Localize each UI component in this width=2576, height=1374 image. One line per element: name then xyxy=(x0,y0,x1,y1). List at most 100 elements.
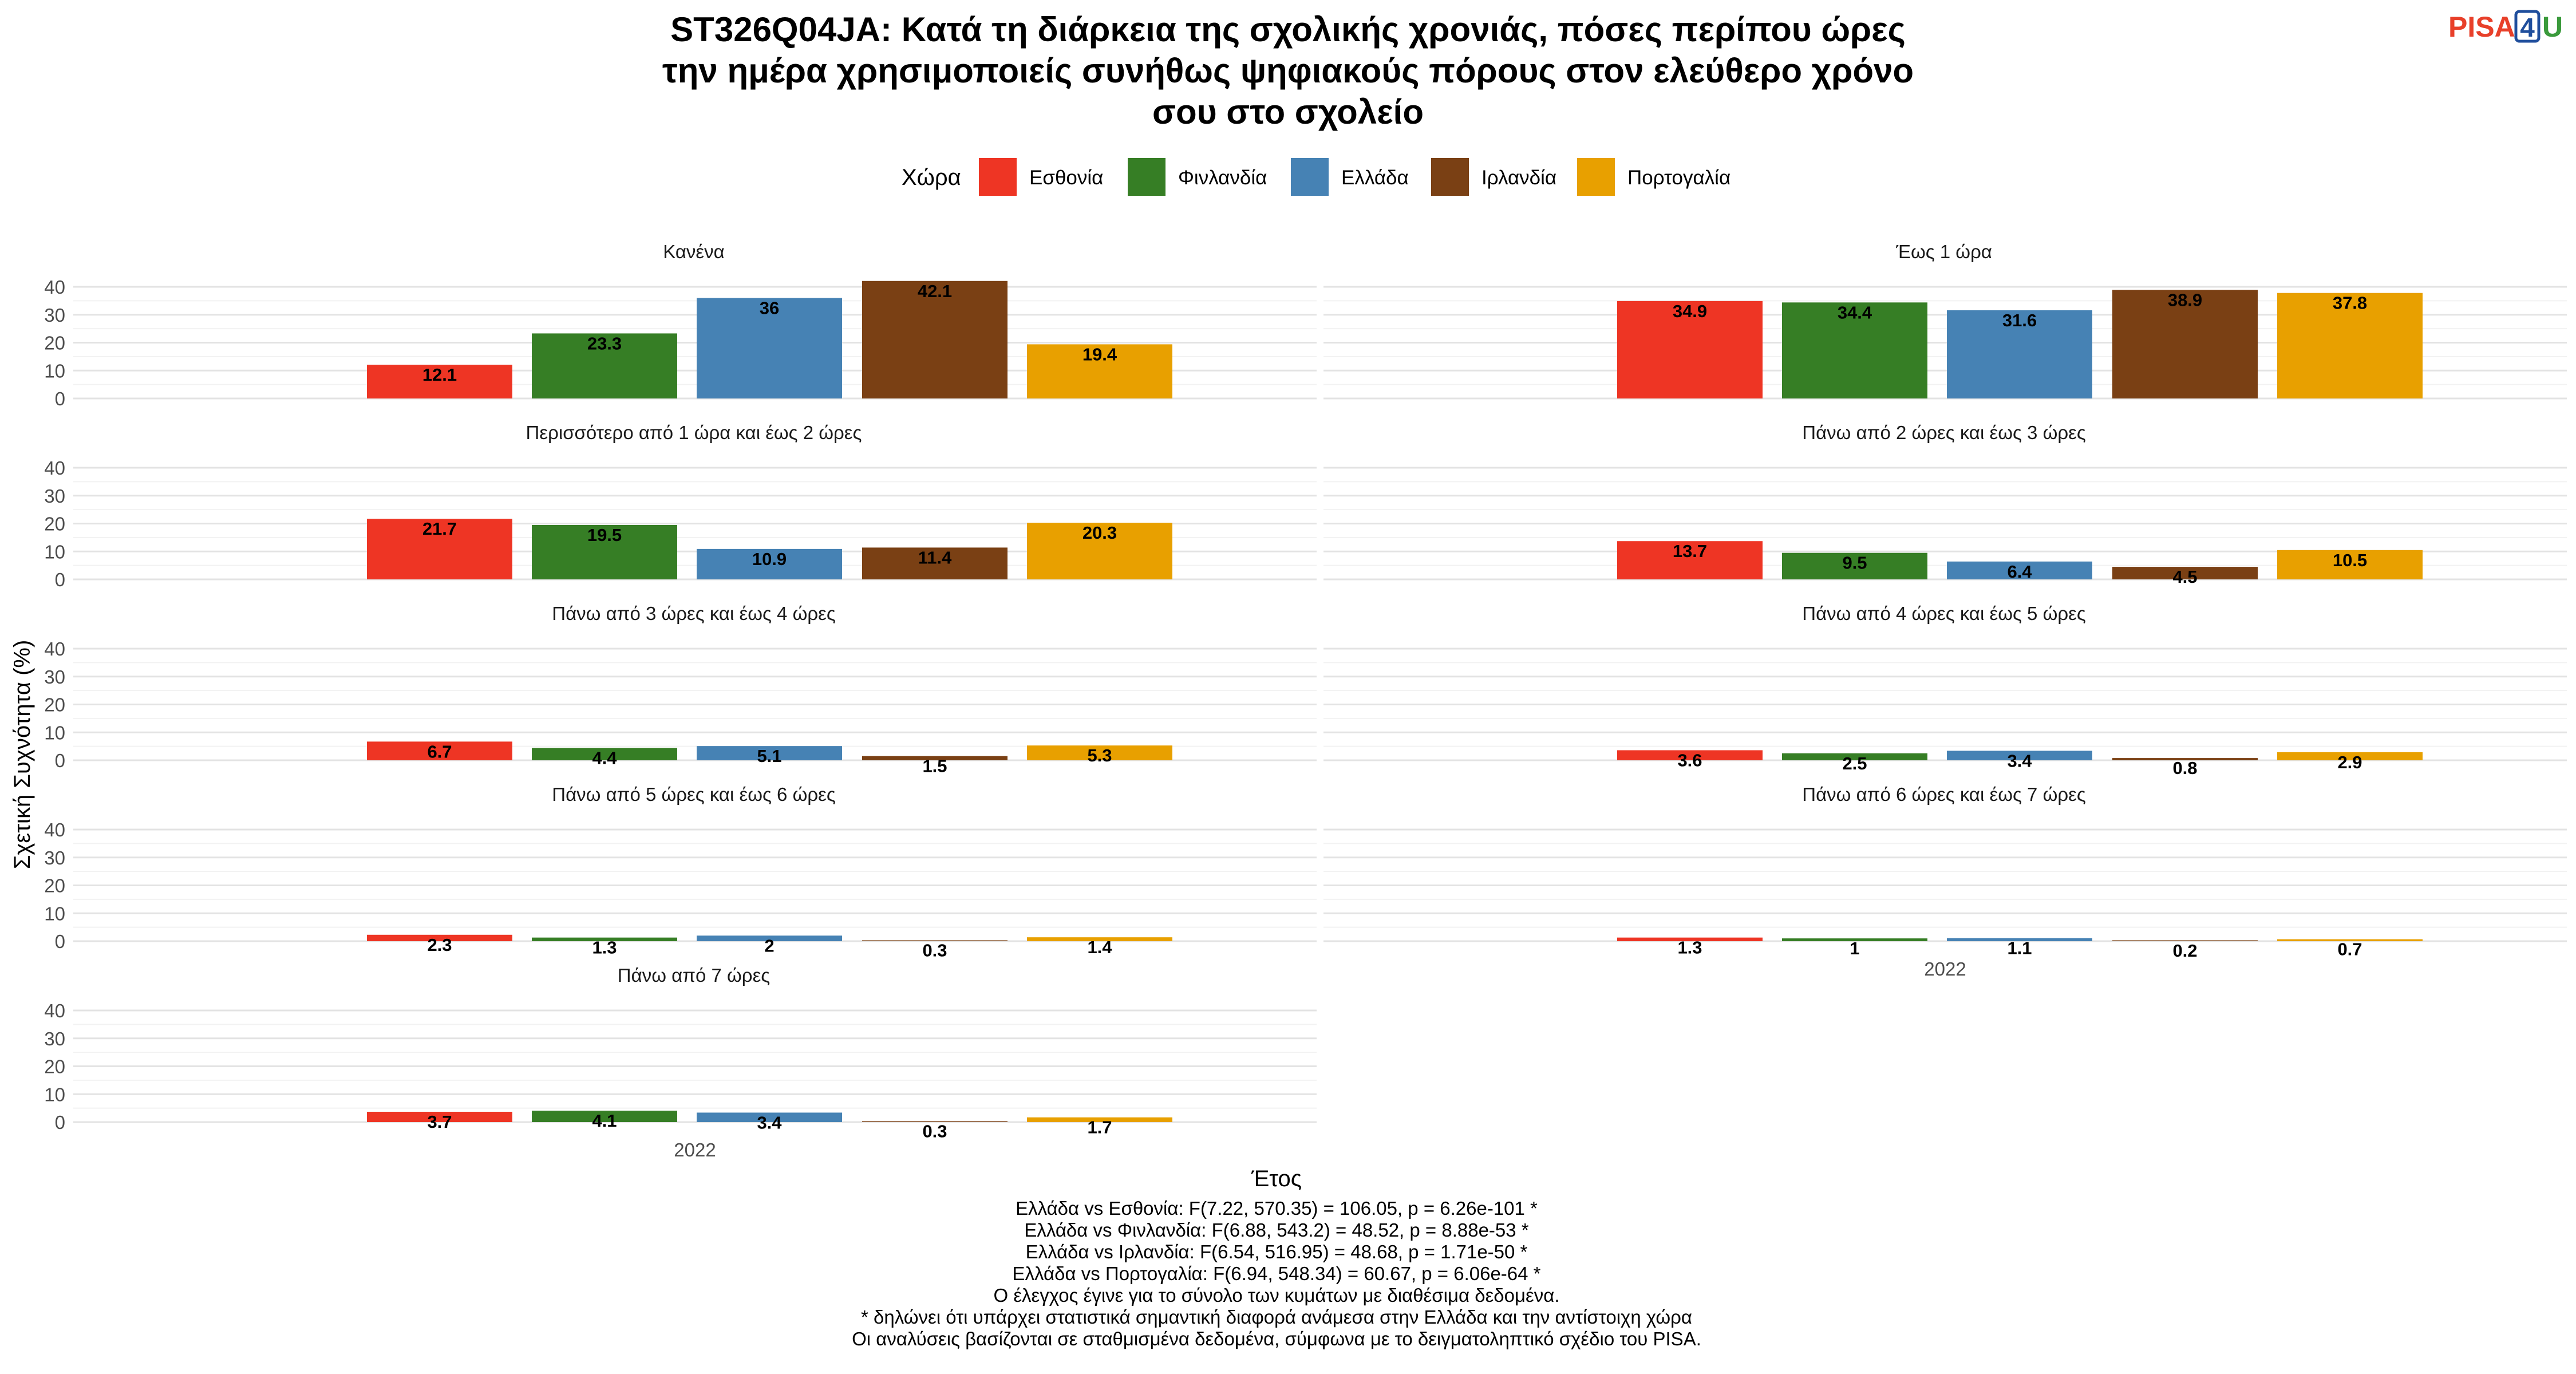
bar-value-label: 4.1 xyxy=(592,1111,617,1131)
legend-title: Χώρα xyxy=(902,165,961,190)
facet-panel-4: Πάνω από 2 ώρες και έως 3 ώρες 13.7 9.5 6.4… xyxy=(1323,422,2567,587)
x-axis-title: Έτος xyxy=(1251,1166,1302,1191)
bar-value-label: 3.6 xyxy=(1677,750,1702,770)
facet-panel-3: Περισσότερο από 1 ώρα και έως 2 ώρες 0 10 2… xyxy=(44,422,1317,590)
facet-panel-6: Πάνω από 4 ώρες και έως 5 ώρες 3.6 2.5 3.4 0… xyxy=(1323,603,2567,778)
bar-Ελλάδα xyxy=(697,1112,842,1122)
bar-value-label: 36 xyxy=(760,298,779,318)
legend-swatch-5 xyxy=(1577,158,1615,196)
bar-value-label: 6.7 xyxy=(427,741,452,761)
x-tick-label-right: 2022 xyxy=(1924,958,1966,980)
y-tick-label: 40 xyxy=(44,277,65,298)
bar-Ελλάδα xyxy=(697,548,842,579)
bar-value-label: 13.7 xyxy=(1673,541,1707,561)
bar-value-label: 9.5 xyxy=(1842,553,1867,573)
legend: Χώρα Εσθονία Φινλανδία Ελλάδα Ιρλανδία Πορτογ… xyxy=(902,158,1730,196)
y-tick-label: 40 xyxy=(44,1000,65,1021)
bar-Ιρλανδία xyxy=(862,1121,1008,1122)
legend-label-5: Πορτογαλία xyxy=(1627,167,1730,189)
bar-Εσθονία xyxy=(367,741,512,760)
y-tick-label: 20 xyxy=(44,514,65,535)
bar-value-label: 1.3 xyxy=(592,938,617,958)
bar-Πορτογαλία xyxy=(1027,523,1172,579)
facet-title: Περισσότερο από 1 ώρα και έως 2 ώρες xyxy=(526,422,862,443)
y-tick-label: 10 xyxy=(44,1084,65,1105)
bar-value-label: 1.1 xyxy=(2007,938,2032,958)
y-tick-label: 40 xyxy=(44,638,65,660)
y-tick-label: 40 xyxy=(44,819,65,840)
y-tick-label: 0 xyxy=(55,569,65,590)
bar-value-label: 1.4 xyxy=(1087,937,1112,957)
bar-Φινλανδία xyxy=(532,524,677,579)
bar-Ιρλανδία xyxy=(862,756,1008,760)
legend-swatch-3 xyxy=(1291,158,1329,196)
bar-value-label: 3.4 xyxy=(757,1112,782,1132)
y-tick-label: 10 xyxy=(44,360,65,381)
bar-value-label: 20.3 xyxy=(1082,523,1117,543)
logo-u-text: U xyxy=(2542,11,2563,43)
bar-value-label: 12.1 xyxy=(422,365,457,385)
facet-panel-1: Κανένα 0 10 20 30 40 12.1 23.3 36 42.1 19.4 xyxy=(44,241,1317,409)
y-tick-label: 30 xyxy=(44,305,65,326)
facet-panel-2: Έως 1 ώρα 34.9 34.4 31.6 38.9 37.8 xyxy=(1323,241,2567,400)
bar-value-label: 3.4 xyxy=(2007,751,2032,771)
logo-pisa-text: PISA xyxy=(2448,11,2515,43)
bar-Φινλανδία xyxy=(532,748,677,760)
y-tick-label: 20 xyxy=(44,875,65,897)
facet-title: Πάνω από 7 ώρες xyxy=(618,965,770,986)
bar-value-label: 37.8 xyxy=(2333,293,2367,313)
bar-Ελλάδα xyxy=(697,935,842,941)
bar-value-label: 0.7 xyxy=(2337,939,2362,960)
bar-value-label: 42.1 xyxy=(918,281,952,301)
bar-value-label: 19.5 xyxy=(587,525,622,545)
facet-title: Πάνω από 6 ώρες και έως 7 ώρες xyxy=(1802,784,2085,805)
bar-Πορτογαλία xyxy=(1027,344,1172,398)
y-tick-label: 10 xyxy=(44,722,65,743)
bar-Εσθονία xyxy=(367,934,512,941)
legend-label-1: Εσθονία xyxy=(1029,167,1103,189)
bar-value-label: 5.3 xyxy=(1087,745,1112,765)
bar-value-label: 19.4 xyxy=(1082,344,1117,364)
bar-Πορτογαλία xyxy=(2277,550,2423,579)
bar-Πορτογαλία xyxy=(1027,745,1172,760)
footer-line-6: * δηλώνει ότι υπάρχει στατιστικά σημαντι… xyxy=(861,1306,1692,1328)
y-tick-label: 10 xyxy=(44,541,65,562)
bar-Ελλάδα xyxy=(697,298,842,398)
bar-Φινλανδία xyxy=(532,937,677,941)
bar-Πορτογαλία xyxy=(1027,1117,1172,1122)
bar-Ελλάδα xyxy=(1947,561,2092,579)
legend-label-3: Ελλάδα xyxy=(1341,167,1409,189)
bar-value-label: 11.4 xyxy=(918,547,952,567)
y-tick-label: 30 xyxy=(44,847,65,868)
bar-Πορτογαλία xyxy=(2277,752,2423,760)
bar-Πορτογαλία xyxy=(2277,293,2423,398)
legend-swatch-2 xyxy=(1128,158,1165,196)
y-axis-title: Σχετική Συχνότητα (%) xyxy=(10,640,35,870)
y-tick-label: 30 xyxy=(44,666,65,688)
bar-Ιρλανδία xyxy=(862,281,1008,398)
bar-Εσθονία xyxy=(367,365,512,398)
bar-value-label: 4.4 xyxy=(592,748,617,768)
y-tick-label: 30 xyxy=(44,485,65,507)
bar-value-label: 0.3 xyxy=(922,1122,947,1142)
bar-Φινλανδία xyxy=(532,333,677,398)
bar-Φινλανδία xyxy=(532,1111,677,1122)
bar-Εσθονία xyxy=(1617,937,1763,941)
bar-Εσθονία xyxy=(1617,750,1763,760)
footer-line-5: Ο έλεγχος έγινε για το σύνολο των κυμάτω… xyxy=(994,1285,1560,1306)
legend-swatch-4 xyxy=(1431,158,1469,196)
bar-value-label: 34.9 xyxy=(1673,301,1707,321)
x-tick-label-left: 2022 xyxy=(674,1139,716,1160)
bar-Φινλανδία xyxy=(1782,302,1927,398)
bar-value-label: 1.3 xyxy=(1677,938,1702,958)
bar-value-label: 10.5 xyxy=(2333,550,2367,570)
chart-title: ST326Q04JA: Κατά τη διάρκεια της σχολική… xyxy=(662,10,1914,131)
footer-line-7: Οι αναλύσεις βασίζονται σε σταθμισμένα δ… xyxy=(852,1328,1701,1349)
bar-value-label: 2 xyxy=(764,935,774,956)
facet-panel-7: Πάνω από 5 ώρες και έως 6 ώρες 0 10 20 30 40 2… xyxy=(44,784,1317,961)
bar-value-label: 38.9 xyxy=(2168,290,2202,310)
footer-line-4: Ελλάδα vs Πορτογαλία: F(6.94, 548.34) = … xyxy=(1012,1263,1540,1284)
bar-value-label: 1.7 xyxy=(1087,1118,1112,1138)
